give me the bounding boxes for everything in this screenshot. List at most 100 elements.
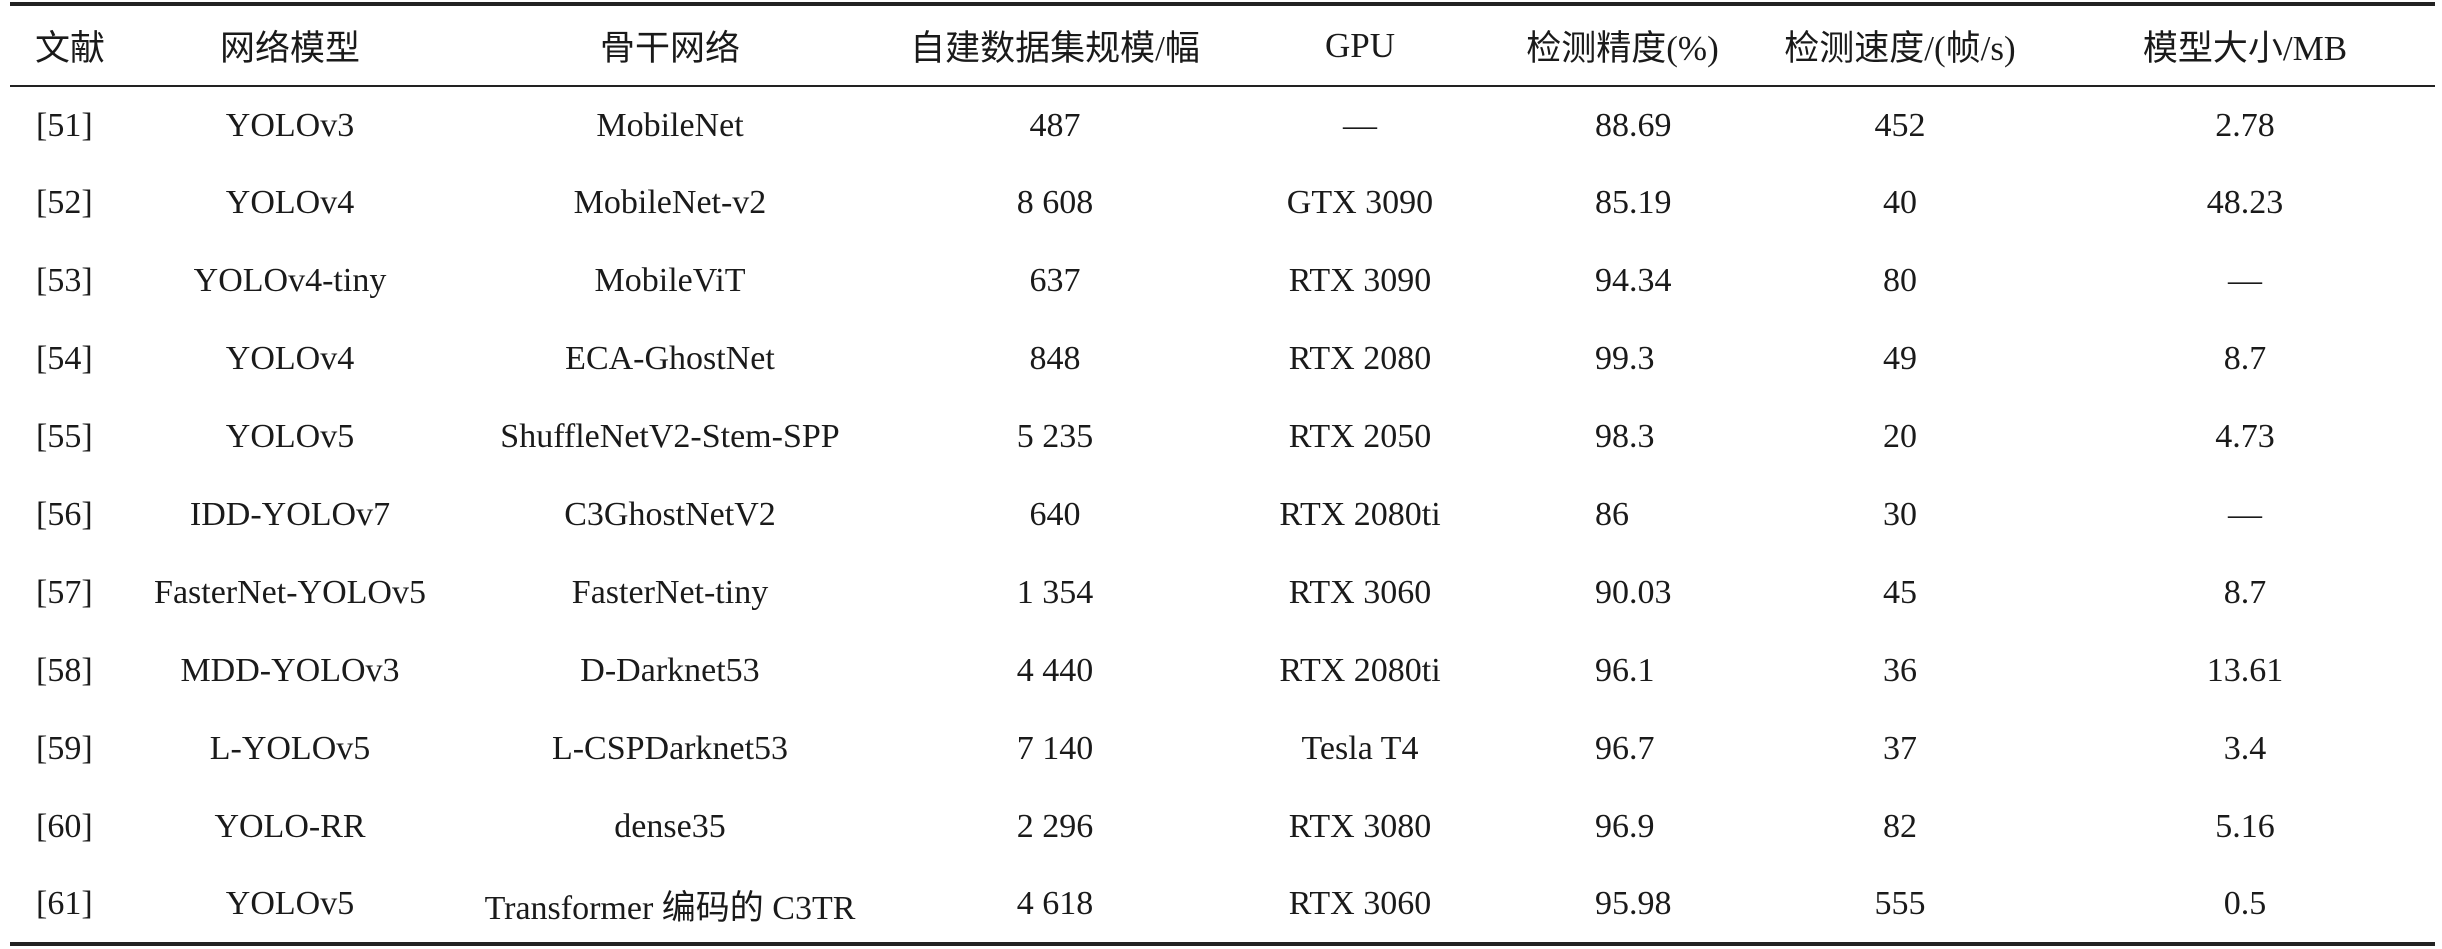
cell-reference: [51] <box>36 106 93 144</box>
cell-speed: 80 <box>1883 262 1917 299</box>
cell-speed: 20 <box>1883 418 1917 455</box>
cell-dataset-size: 640 <box>1029 496 1081 533</box>
table-header: 文献 网络模型 骨干网络 自建数据集规模/幅 GPU 检测精度(%) 检测速度/… <box>10 4 2435 86</box>
table-row: [60] YOLO-RR dense35 2 296 RTX 3080 96.9 82 5.1… <box>10 788 2435 866</box>
cell-gpu: Tesla T4 <box>1301 730 1419 767</box>
cell-dataset-size: 4 440 <box>1016 652 1094 689</box>
cell-reference: [61] <box>36 885 93 922</box>
cell-accuracy: 88.69 <box>1595 106 1672 144</box>
cell-gpu: RTX 3080 <box>1288 808 1432 845</box>
cell-reference: [53] <box>36 262 93 299</box>
cell-accuracy: 95.98 <box>1595 885 1672 922</box>
cell-model-size: 4.73 <box>2215 418 2275 455</box>
table-row: [52] YOLOv4 MobileNet-v2 8 608 GTX 3090 85.19… <box>10 164 2435 242</box>
cell-gpu: RTX 2080ti <box>1279 496 1441 533</box>
cell-model-size: 3.4 <box>2223 730 2267 767</box>
cell-accuracy: 96.9 <box>1595 808 1655 845</box>
cell-speed: 452 <box>1874 106 1926 144</box>
header-speed: 检测速度/(帧/s) <box>1784 29 2016 68</box>
cell-network-model: MDD-YOLOv3 <box>180 652 400 689</box>
cell-gpu: RTX 2080 <box>1288 340 1432 377</box>
cell-model-size: 8.7 <box>2223 574 2267 611</box>
cell-speed: 49 <box>1883 340 1917 377</box>
header-reference: 文献 <box>34 29 105 68</box>
cell-network-model: YOLO-RR <box>214 808 366 845</box>
cell-network-model: YOLOv5 <box>225 885 355 922</box>
cell-model-size: 0.5 <box>2223 885 2267 922</box>
header-dataset-size: 自建数据集规模/幅 <box>910 29 1200 68</box>
cell-dataset-size: 5 235 <box>1016 418 1094 455</box>
table-row: [51] YOLOv3 MobileNet 487 — 88.69 452 2.78 <box>10 86 2435 164</box>
cell-gpu: RTX 3090 <box>1288 262 1432 299</box>
table-row: [56] IDD-YOLOv7 C3GhostNetV2 640 RTX 2080ti 8… <box>10 476 2435 554</box>
cell-accuracy: 96.1 <box>1595 652 1655 689</box>
cell-model-size: 48.23 <box>2206 184 2284 221</box>
cell-speed: 82 <box>1883 808 1917 845</box>
cell-backbone: D-Darknet53 <box>580 652 760 689</box>
cell-speed: 37 <box>1883 730 1917 767</box>
cell-model-size: — <box>2228 496 2262 533</box>
cell-model-size: 8.7 <box>2223 340 2267 377</box>
cell-model-size: — <box>2228 262 2262 299</box>
cell-accuracy: 90.03 <box>1595 574 1672 611</box>
cell-reference: [54] <box>36 340 93 377</box>
cell-backbone: ECA-GhostNet <box>565 340 775 377</box>
cell-dataset-size: 1 354 <box>1016 574 1094 611</box>
cell-accuracy: 99.3 <box>1595 340 1655 377</box>
cell-accuracy: 98.3 <box>1595 418 1655 455</box>
cell-backbone: ShuffleNetV2-Stem-SPP <box>500 418 840 455</box>
cell-accuracy: 94.34 <box>1595 262 1672 299</box>
header-accuracy: 检测精度(%) <box>1526 29 1719 68</box>
table-row: [57] FasterNet-YOLOv5 FasterNet-tiny 1 354 R… <box>10 554 2435 632</box>
cell-backbone: FasterNet-tiny <box>571 574 769 611</box>
cell-accuracy: 86 <box>1595 496 1629 533</box>
cell-network-model: YOLOv4 <box>225 184 355 221</box>
cell-backbone: L-CSPDarknet53 <box>551 730 789 767</box>
cell-network-model: L-YOLOv5 <box>209 730 371 767</box>
table-body: [51] YOLOv3 MobileNet 487 — 88.69 452 2.78 [52] Y… <box>10 86 2435 944</box>
cell-reference: [56] <box>36 496 93 533</box>
cell-backbone: MobileNet-v2 <box>573 184 767 221</box>
cell-dataset-size: 637 <box>1029 262 1081 299</box>
header-network-model: 网络模型 <box>219 29 360 68</box>
table-row: [55] YOLOv5 ShuffleNetV2-Stem-SPP 5 235 RTX … <box>10 398 2435 476</box>
cell-dataset-size: 487 <box>1029 106 1081 144</box>
cell-dataset-size: 2 296 <box>1016 808 1094 845</box>
header-row: 文献 网络模型 骨干网络 自建数据集规模/幅 GPU 检测精度(%) 检测速度/… <box>10 4 2435 86</box>
header-backbone: 骨干网络 <box>599 29 740 68</box>
cell-reference: [60] <box>36 808 93 845</box>
cell-dataset-size: 848 <box>1029 340 1081 377</box>
cell-gpu: RTX 3060 <box>1288 574 1432 611</box>
cell-network-model: YOLOv4-tiny <box>193 262 387 299</box>
table-row: [53] YOLOv4-tiny MobileViT 637 RTX 3090 94.34… <box>10 242 2435 320</box>
table-row: [54] YOLOv4 ECA-GhostNet 848 RTX 2080 99.3 49 8… <box>10 320 2435 398</box>
cell-network-model: YOLOv4 <box>225 340 355 377</box>
cell-backbone: MobileNet <box>596 106 744 144</box>
cell-reference: [58] <box>36 652 93 689</box>
cell-speed: 555 <box>1874 885 1926 922</box>
cell-dataset-size: 8 608 <box>1016 184 1094 221</box>
table-row: [61] YOLOv5 Transformer 编码的 C3TR 4 618 RTX 3… <box>10 866 2435 944</box>
cell-gpu: GTX 3090 <box>1286 184 1434 221</box>
cell-model-size: 13.61 <box>2206 652 2284 689</box>
cell-backbone: dense35 <box>614 808 726 845</box>
cell-network-model: IDD-YOLOv7 <box>189 496 391 533</box>
header-gpu: GPU <box>1324 25 1396 65</box>
comparison-table: 文献 网络模型 骨干网络 自建数据集规模/幅 GPU 检测精度(%) 检测速度/… <box>10 2 2435 946</box>
cell-speed: 36 <box>1883 652 1917 689</box>
cell-gpu: RTX 2050 <box>1288 418 1432 455</box>
cell-backbone: MobileViT <box>594 262 746 299</box>
cell-dataset-size: 4 618 <box>1016 885 1094 922</box>
cell-gpu: RTX 2080ti <box>1279 652 1441 689</box>
cell-backbone: Transformer 编码的 C3TR <box>484 889 856 927</box>
table-row: [59] L-YOLOv5 L-CSPDarknet53 7 140 Tesla T4 9… <box>10 710 2435 788</box>
cell-accuracy: 85.19 <box>1595 184 1672 221</box>
cell-network-model: FasterNet-YOLOv5 <box>154 574 426 611</box>
cell-reference: [57] <box>36 574 93 611</box>
cell-reference: [59] <box>36 730 93 767</box>
cell-network-model: YOLOv5 <box>225 418 355 455</box>
cell-gpu: — <box>1343 106 1377 144</box>
cell-model-size: 2.78 <box>2215 106 2275 144</box>
cell-speed: 40 <box>1883 184 1917 221</box>
